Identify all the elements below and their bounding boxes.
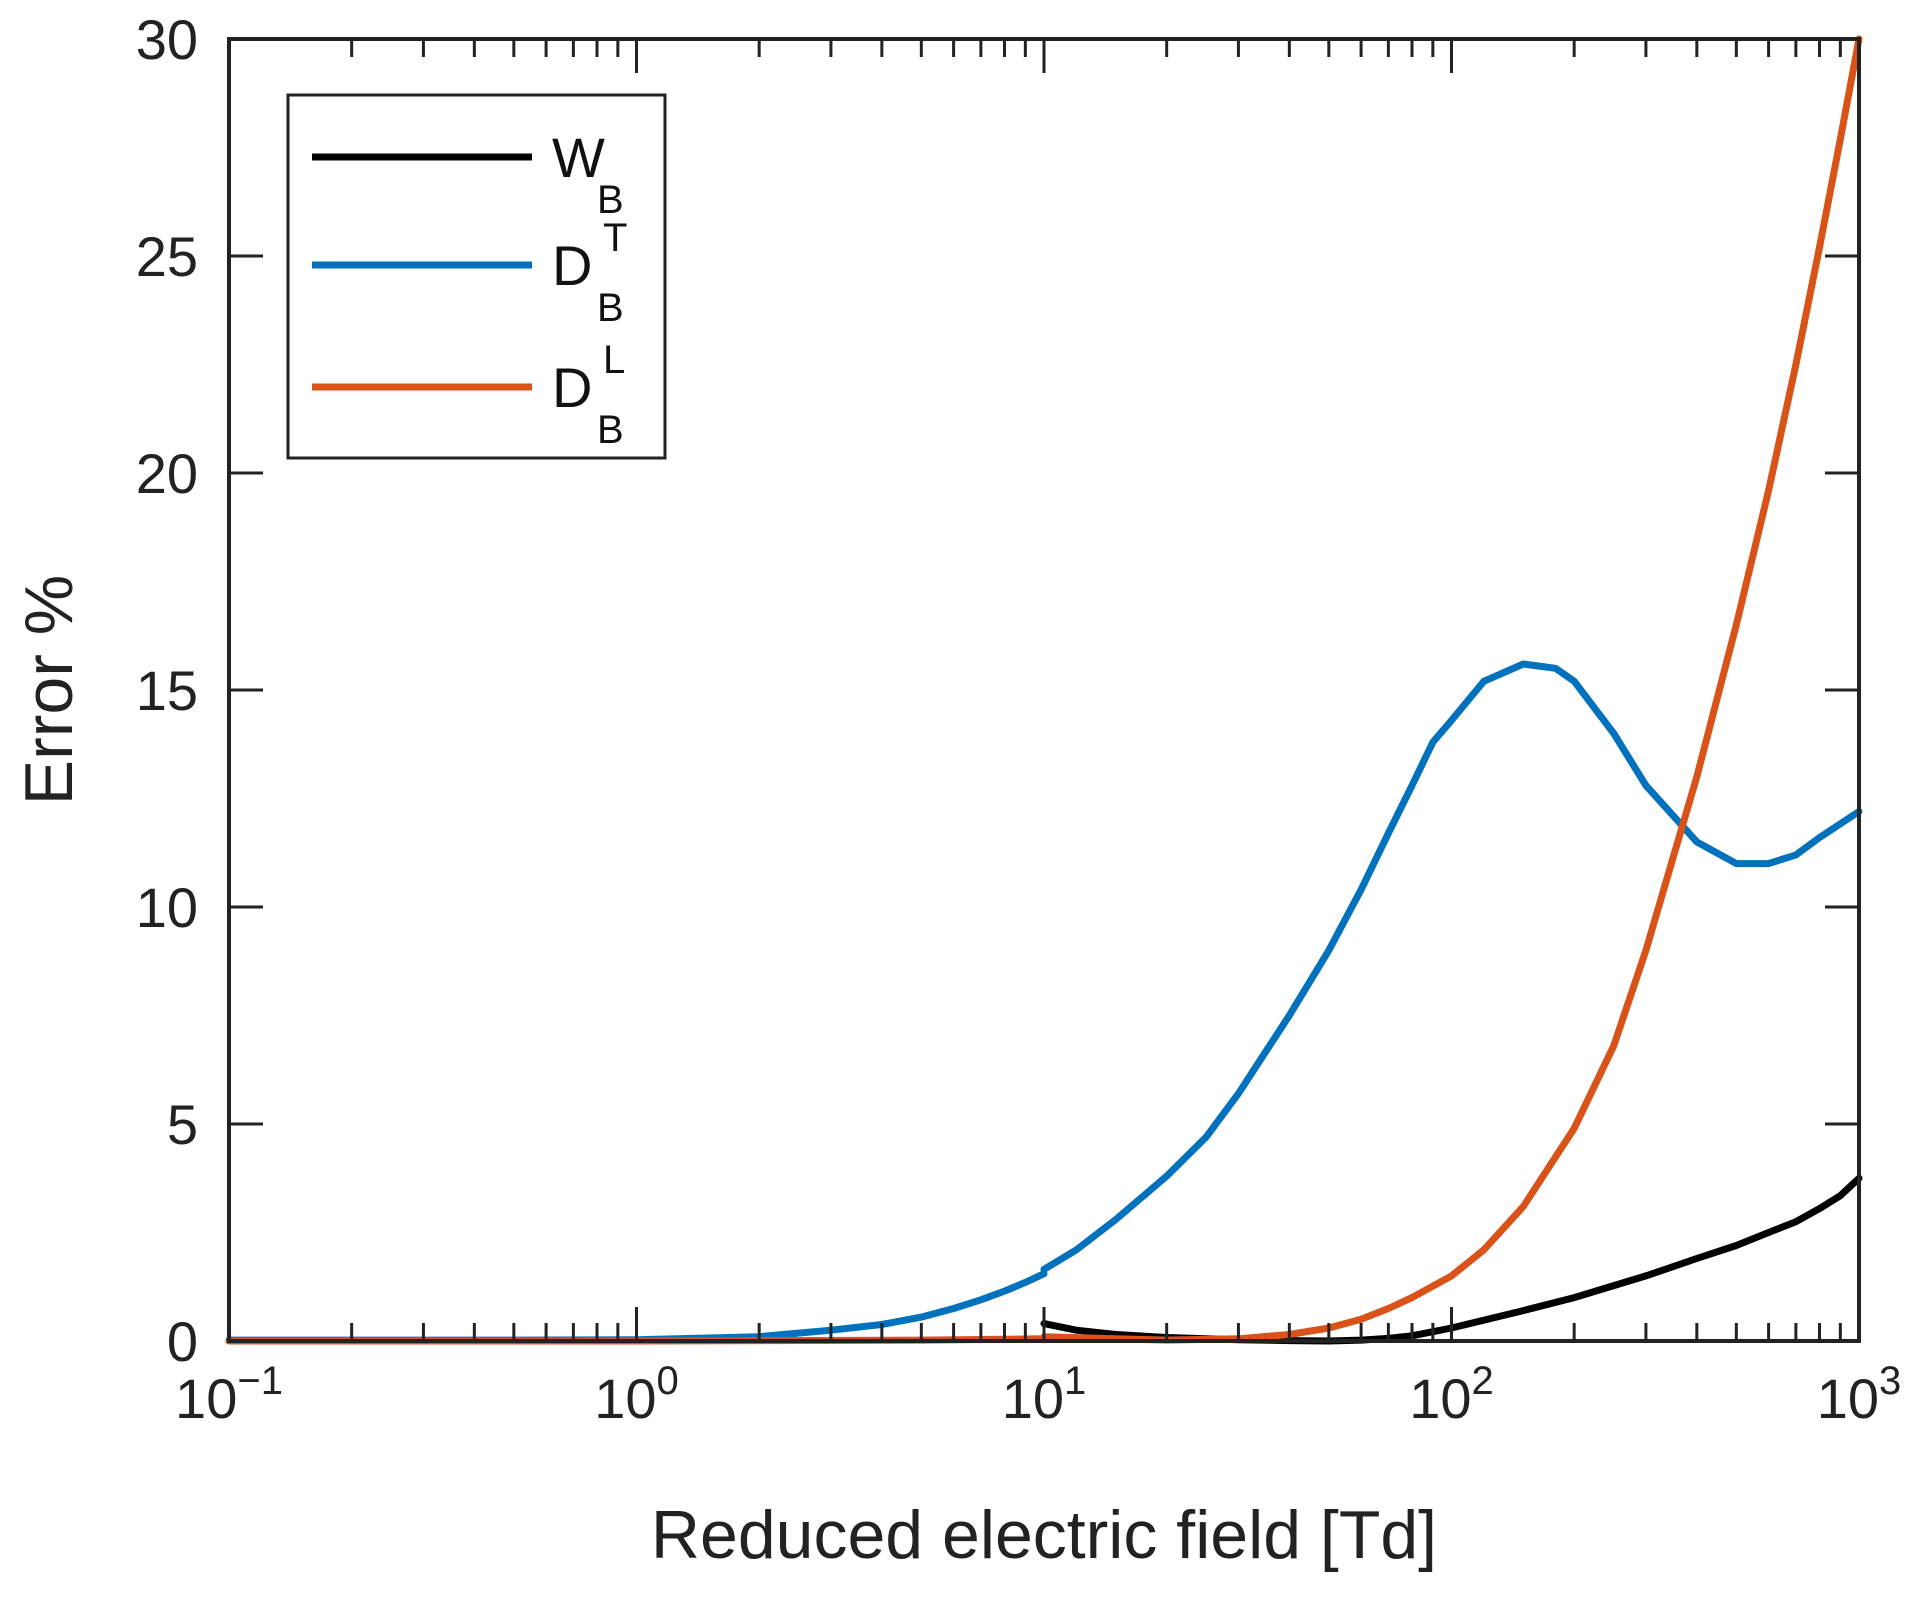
y-tick-label: 10	[136, 876, 198, 939]
x-tick-label: 101	[1002, 1359, 1087, 1430]
x-tick-label: 103	[1817, 1359, 1902, 1430]
x-axis-label: Reduced electric field [Td]	[651, 1497, 1437, 1573]
plot-frame	[227, 37, 1861, 1343]
tick-labels-layer: 0 5 10 15 20 25 30 10−1 100 101 102 103	[136, 8, 1902, 1430]
x-tick-label: 100	[594, 1359, 679, 1430]
series-line-2-segment-1	[1040, 35, 1863, 1344]
legend-box	[286, 93, 667, 460]
y-tick-label: 30	[136, 8, 198, 71]
x-tick-label: 102	[1409, 1359, 1494, 1430]
y-tick-label: 20	[136, 442, 198, 505]
legend-entry-subscript-2: B	[597, 408, 624, 452]
legend-entry-subscript-1: B	[597, 286, 624, 330]
legend-entry-superscript-1: T	[603, 216, 627, 260]
y-tick-label: 5	[167, 1093, 198, 1156]
legend-entry-label-0: W	[552, 126, 605, 189]
y-tick-label: 0	[167, 1310, 198, 1373]
legend-entry-subscript-0: B	[597, 178, 624, 222]
y-tick-label: 15	[136, 659, 198, 722]
legend-entry-superscript-2: L	[603, 338, 625, 382]
legend-entry-label-1: D	[552, 234, 592, 297]
y-axis-label: Error %	[11, 575, 87, 805]
y-tick-label: 25	[136, 225, 198, 288]
legend-entry-label-2: D	[552, 356, 592, 419]
series-line-1-segment-1	[1040, 660, 1863, 1273]
x-tick-label: 10−1	[175, 1359, 283, 1430]
